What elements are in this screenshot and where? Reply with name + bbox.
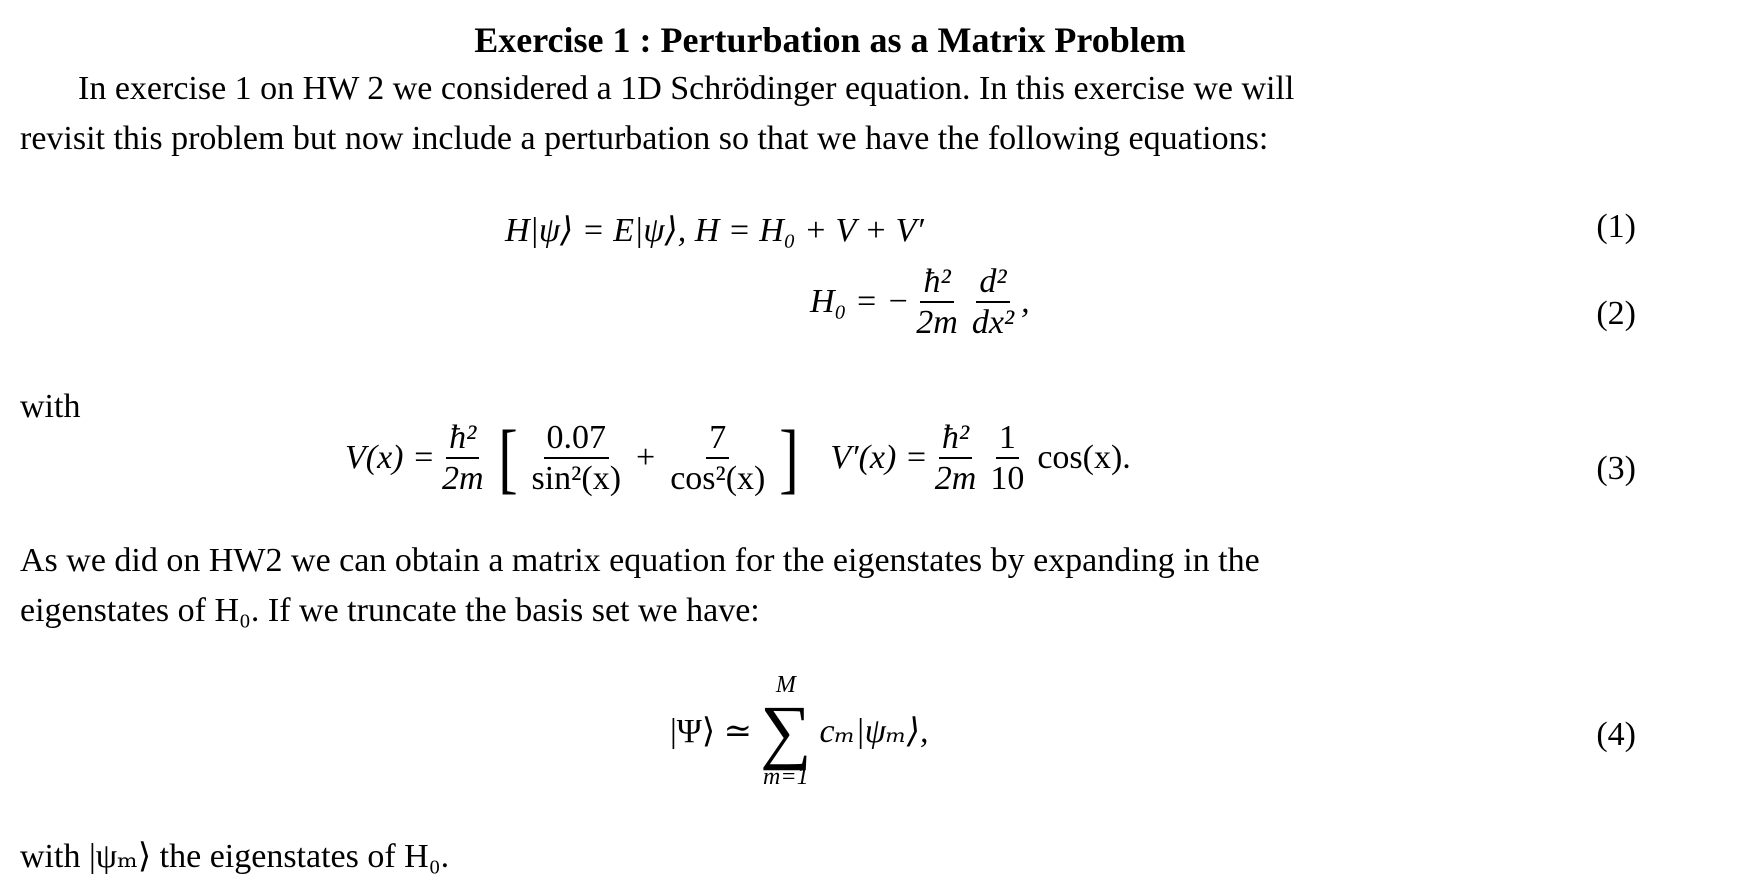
numerator: ħ² — [446, 418, 480, 460]
exercise-title: Exercise 1 : Perturbation as a Matrix Pr… — [474, 20, 1186, 60]
eq4-lhs: |Ψ⟩ ≃ — [670, 713, 753, 751]
sum-lower: m=1 — [763, 763, 809, 790]
numerator: 1 — [995, 418, 1019, 460]
eq3-lhs2: V′(x) = — [830, 439, 928, 477]
paragraph-line: In exercise 1 on HW 2 we considered a 1D… — [78, 70, 1295, 107]
denominator: 2m — [916, 304, 958, 342]
paragraph-line: revisit this problem but now include a p… — [20, 120, 1269, 157]
numerator: ħ² — [920, 262, 954, 304]
denominator: cos²(x) — [670, 460, 766, 498]
with-text: with — [20, 388, 81, 425]
equation-number: (1) — [1596, 208, 1636, 245]
eq2-lhs: H₀ = − — [810, 283, 910, 321]
paragraph-line: eigenstates of H₀. If we truncate the ba… — [20, 592, 760, 629]
sum-sign: ∑ — [760, 691, 812, 771]
eq3-lhs: V(x) = — [345, 439, 435, 477]
denominator: 10 — [990, 460, 1025, 498]
paragraph-line: As we did on HW2 we can obtain a matrix … — [20, 542, 1260, 579]
denominator: 2m — [441, 460, 484, 498]
plus: + — [636, 439, 656, 477]
closing-line: with |ψₘ⟩ the eigenstates of H₀. — [20, 838, 450, 875]
denominator: sin²(x) — [531, 460, 622, 498]
comma: , — [1021, 283, 1030, 321]
equation-2: H₀ = − ħ² 2m d² dx² , — [810, 262, 1030, 342]
denominator: 2m — [934, 460, 977, 498]
numerator: 0.07 — [543, 418, 609, 460]
sum-upper: M — [775, 672, 796, 698]
numerator: ħ² — [938, 418, 973, 460]
equation-4: |Ψ⟩ ≃ M ∑ m=1 cₘ|ψₘ⟩, — [670, 672, 929, 791]
equation-number: (2) — [1596, 295, 1636, 332]
denominator: dx² — [971, 304, 1015, 342]
numerator: 7 — [706, 418, 730, 460]
cos-term: cos(x). — [1037, 439, 1131, 477]
equation-number: (3) — [1596, 450, 1636, 487]
equation-1: H|ψ⟩ = E|ψ⟩, H = H₀ + V + V′ — [505, 212, 924, 249]
equation-number: (4) — [1596, 716, 1636, 753]
equation-3: V(x) = ħ² 2m [ 0.07 sin²(x) + 7 cos²(x) ] V… — [345, 414, 1131, 502]
eq4-rhs: cₘ|ψₘ⟩, — [819, 713, 929, 751]
numerator: d² — [976, 262, 1010, 304]
